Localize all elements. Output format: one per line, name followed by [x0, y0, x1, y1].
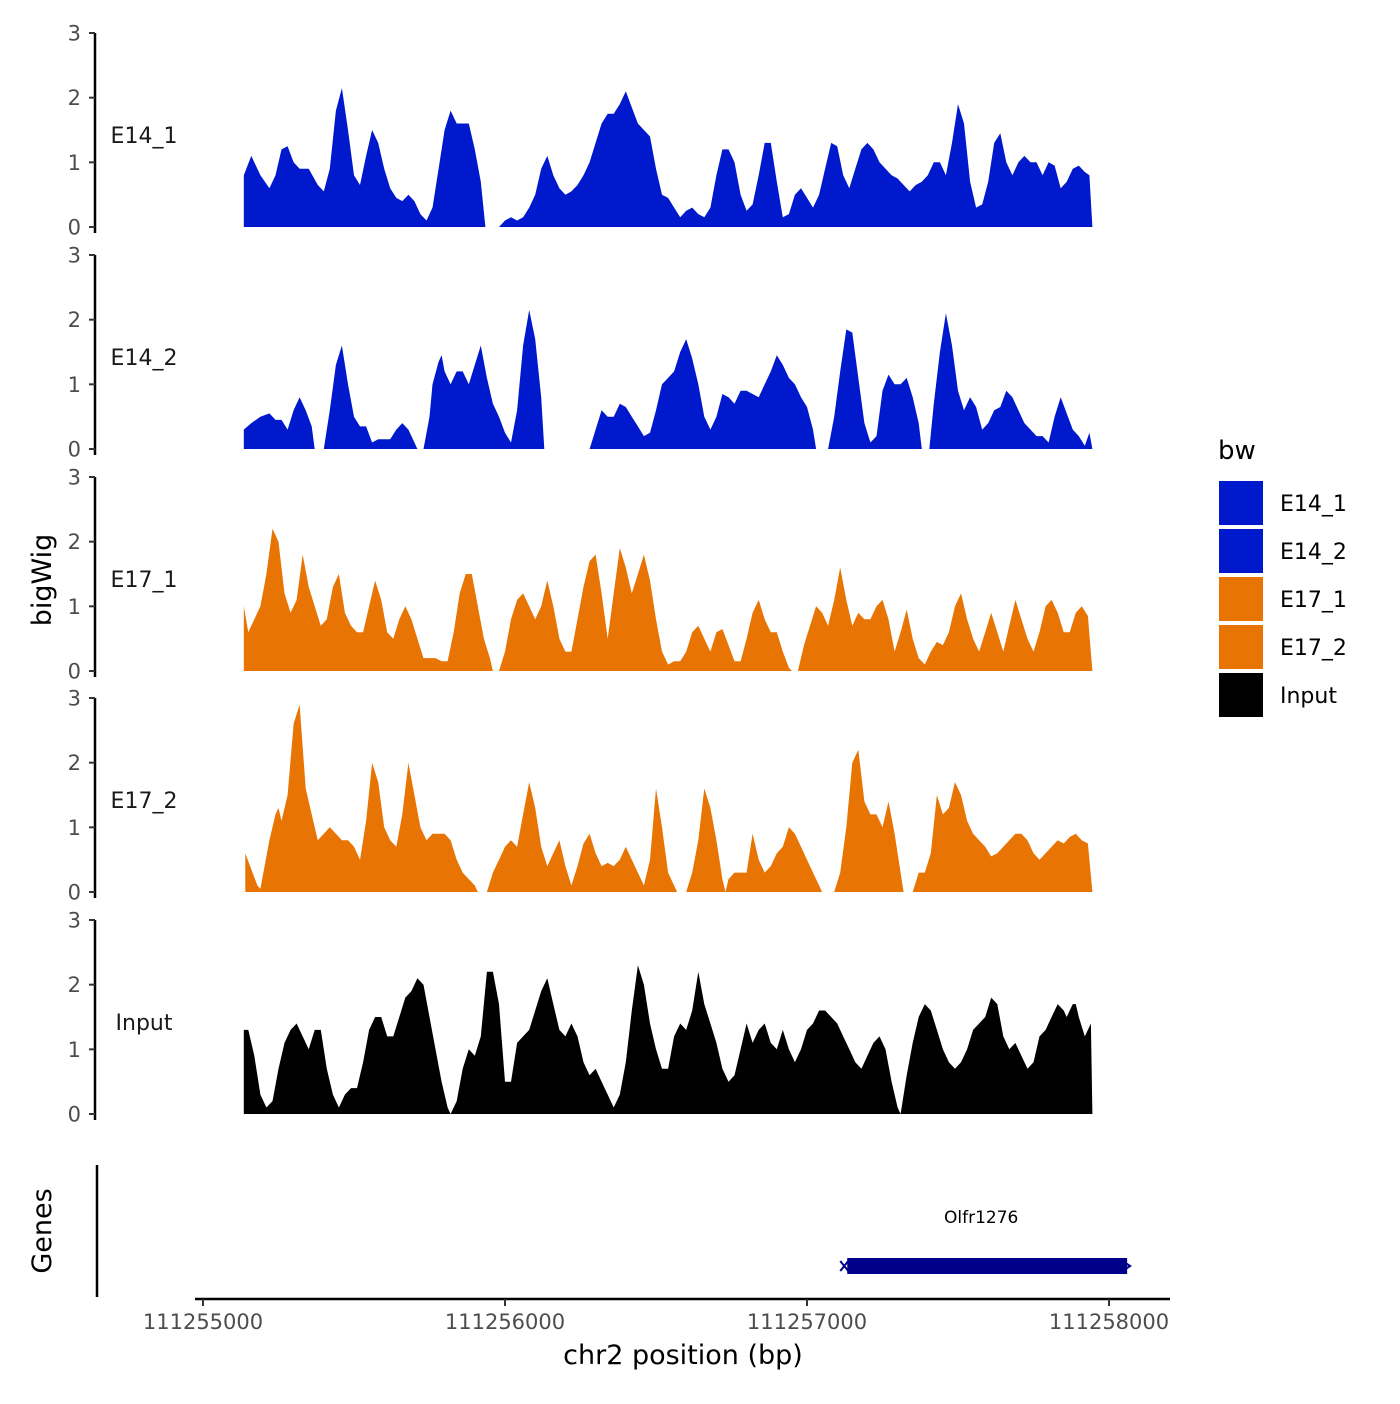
legend-label: E17_2	[1280, 636, 1347, 661]
signal-area-E14_1	[243, 88, 1093, 227]
legend-label: E14_2	[1280, 540, 1347, 565]
legend-swatch	[1219, 673, 1263, 717]
gene-body	[847, 1258, 1128, 1274]
y-tick-label: 2	[68, 973, 81, 997]
genes-panel: Genes Olfr1276	[27, 1165, 1132, 1297]
gene-features: Olfr1276	[839, 1208, 1132, 1274]
y-tick-label: 2	[68, 86, 81, 110]
legend-swatch	[1219, 577, 1263, 621]
track-E14_1: 0 1 2 3 E14_1	[68, 22, 1093, 240]
gene-label: Olfr1276	[944, 1208, 1018, 1228]
signal-area-E14_2	[243, 310, 1093, 449]
y-tick-label: 2	[68, 530, 81, 554]
y-tick-label: 0	[68, 881, 81, 905]
signal-area-Input	[243, 965, 1093, 1114]
x-tick-label: 111257000	[747, 1310, 867, 1334]
y-tick-label: 0	[68, 1103, 81, 1127]
signal-area-E17_1	[243, 528, 1093, 671]
x-tick-label: 111255000	[143, 1310, 263, 1334]
y-tick-label: 1	[68, 816, 81, 840]
track-label: Input	[116, 1011, 173, 1036]
legend: bw E14_1 E14_2 E17_1 E17_2 Input	[1218, 436, 1347, 717]
y-tick-label: 1	[68, 151, 81, 175]
genes-title: Genes	[27, 1188, 58, 1273]
bigwig-tracks: 0 1 2 3 E14_1 0 1 2 3 E14_2 0 1 2 3 E17_1 0 1 2 3 E17_2 0 1 2 3…	[68, 22, 1093, 1127]
y-tick-label: 2	[68, 308, 81, 332]
x-tick-label: 111258000	[1049, 1310, 1169, 1334]
y-tick-label: 2	[68, 751, 81, 775]
y-tick-label: 0	[68, 438, 81, 462]
signal-area-E17_2	[245, 704, 1093, 892]
gene-Olfr1276: Olfr1276	[839, 1208, 1132, 1274]
track-E17_1: 0 1 2 3 E17_1	[68, 466, 1093, 684]
legend-title: bw	[1218, 436, 1256, 466]
x-axis-title: chr2 position (bp)	[563, 1340, 803, 1371]
track-label: E17_1	[111, 568, 178, 593]
legend-label: E17_1	[1280, 588, 1347, 613]
y-tick-label: 1	[68, 373, 81, 397]
track-Input: 0 1 2 3 Input	[68, 909, 1093, 1127]
y-tick-label: 3	[68, 244, 81, 268]
y-tick-label: 3	[68, 909, 81, 933]
legend-swatch	[1219, 625, 1263, 669]
y-axis-title: bigWig	[27, 534, 58, 627]
track-E17_2: 0 1 2 3 E17_2	[68, 687, 1093, 905]
track-label: E14_2	[111, 346, 178, 371]
gene-end-marker-icon	[1123, 1261, 1132, 1271]
y-tick-label: 3	[68, 22, 81, 46]
x-axis: 111255000 111256000 111257000 111258000	[143, 1297, 1170, 1334]
legend-swatch	[1219, 481, 1263, 525]
legend-label: Input	[1280, 684, 1337, 709]
y-tick-label: 3	[68, 687, 81, 711]
legend-label: E14_1	[1280, 492, 1347, 517]
y-tick-label: 3	[68, 466, 81, 490]
y-tick-label: 1	[68, 595, 81, 619]
y-tick-label: 0	[68, 660, 81, 684]
track-E14_2: 0 1 2 3 E14_2	[68, 244, 1093, 462]
gene-strand-arrow-icon	[839, 1260, 850, 1272]
legend-swatch	[1219, 529, 1263, 573]
y-tick-label: 0	[68, 216, 81, 240]
track-label: E14_1	[111, 124, 178, 149]
x-tick-label: 111256000	[445, 1310, 565, 1334]
track-label: E17_2	[111, 789, 178, 814]
y-tick-label: 1	[68, 1038, 81, 1062]
